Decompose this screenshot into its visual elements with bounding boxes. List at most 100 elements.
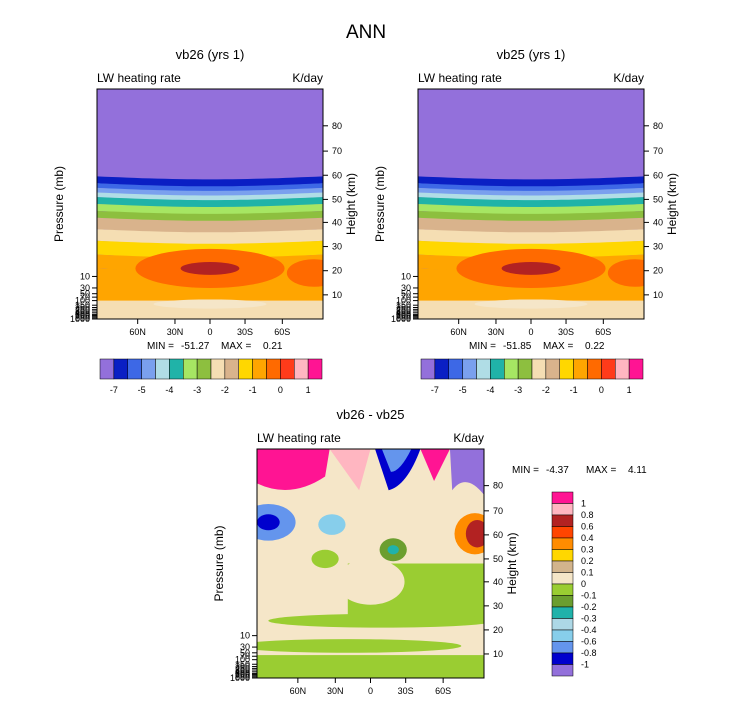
colorbar-swatch: [294, 358, 309, 380]
colorbar-label: -4: [165, 385, 173, 395]
contour-band: [97, 187, 323, 197]
latitude-tick-label: 0: [207, 327, 212, 337]
colorbar-swatch: [551, 514, 574, 527]
colorbar-swatch: [551, 503, 574, 516]
colorbar-label: 1: [306, 385, 311, 395]
latitude-tick-label: 60N: [129, 327, 146, 337]
y-axis-title: Pressure (mb): [212, 525, 226, 601]
colorbar-swatch: [551, 606, 574, 619]
pressure-tick-label: 200: [396, 303, 411, 313]
colorbar-swatch: [551, 526, 574, 539]
colorbar-label: 0.1: [581, 568, 594, 578]
contour-blob: [449, 449, 484, 495]
max-value: 0.22: [585, 341, 605, 352]
colorbar-label: -1: [581, 660, 589, 670]
contour-band: [97, 300, 323, 319]
latitude-tick-label: 30S: [398, 686, 414, 696]
colorbar-swatch: [462, 358, 477, 380]
pressure-tick-label: 400: [75, 308, 90, 318]
colorbar-label: -0.4: [581, 625, 597, 635]
y-axis-title: Pressure (mb): [52, 166, 66, 242]
contour-band: [97, 229, 323, 245]
latitude-tick-label: 60N: [290, 686, 307, 696]
colorbar-label: 0.3: [581, 545, 594, 555]
height-tick-label: 20: [493, 625, 503, 635]
colorbar-swatch: [169, 358, 184, 380]
pressure-tick-label: 70: [80, 292, 90, 302]
pressure-tick-label: 300: [75, 306, 90, 316]
colorbar-label: 0: [581, 579, 586, 589]
colorbar-swatch: [551, 641, 574, 654]
colorbar-label: -0.8: [581, 648, 597, 658]
contour-band: [257, 655, 484, 678]
contour-band: [418, 192, 644, 202]
height-tick-label: 80: [653, 121, 663, 131]
latitude-tick-label: 30S: [237, 327, 253, 337]
contour-blob: [257, 514, 280, 531]
colorbar-swatch: [224, 358, 239, 380]
height-tick-label: 30: [493, 601, 503, 611]
colorbar-swatch: [141, 358, 156, 380]
colorbar-label: -2: [542, 385, 550, 395]
pressure-tick-label: 250: [235, 663, 250, 673]
height-tick-label: 30: [332, 242, 342, 252]
pressure-tick-label: 300: [235, 665, 250, 675]
contour-blob: [268, 613, 484, 628]
contour-band: [418, 187, 644, 197]
height-tick-label: 70: [493, 506, 503, 516]
colorbar-swatch: [551, 629, 574, 642]
suptitle: ANN: [346, 22, 386, 43]
contour-band: [418, 204, 644, 215]
latitude-tick-label: 30S: [558, 327, 574, 337]
pressure-tick-label: 400: [396, 308, 411, 318]
colorbar-swatch: [280, 358, 295, 380]
height-tick-label: 70: [332, 146, 342, 156]
pressure-tick-label: 200: [75, 303, 90, 313]
colorbar-label: -5: [459, 385, 467, 395]
contour-blob: [311, 549, 339, 569]
pressure-tick-label: 1000: [70, 314, 90, 324]
colorbar-label: -0.1: [581, 591, 597, 601]
latitude-tick-label: 0: [368, 686, 373, 696]
contour-blob: [180, 261, 240, 275]
colorbar-swatch: [628, 358, 644, 380]
contour-blob: [257, 449, 330, 490]
colorbar-swatch: [420, 358, 436, 380]
pressure-tick-label: 100: [235, 655, 250, 665]
contour-blob: [329, 449, 371, 491]
colorbar-swatch: [504, 358, 519, 380]
pressure-tick-label: 50: [401, 289, 411, 299]
contour-blob: [501, 261, 561, 275]
pressure-tick-label: 200: [235, 662, 250, 672]
colorbar-label: -4: [486, 385, 494, 395]
colorbar-swatch: [127, 358, 142, 380]
min-value: -51.27: [181, 341, 210, 352]
y-axis-title: Pressure (mb): [373, 166, 387, 242]
height-tick-label: 60: [493, 530, 503, 540]
colorbar-label: -0.6: [581, 637, 597, 647]
colorbar-swatch: [559, 358, 574, 380]
colorbar-swatch: [476, 358, 491, 380]
colorbar-swatch: [551, 583, 574, 596]
colorbar-label: -1: [249, 385, 257, 395]
min-label: MIN =: [469, 341, 496, 352]
panel-title: vb25 (yrs 1): [497, 47, 566, 62]
colorbar-label: -3: [193, 385, 201, 395]
contour-band: [97, 197, 323, 208]
colorbar-swatch: [252, 358, 267, 380]
colorbar-swatch: [434, 358, 449, 380]
colorbar-label: 0: [599, 385, 604, 395]
contour-blob: [381, 449, 412, 472]
colorbar-label: -3: [514, 385, 522, 395]
colorbar-label: -0.3: [581, 614, 597, 624]
panel-title: vb26 (yrs 1): [176, 47, 245, 62]
right-label: K/day: [613, 71, 644, 85]
contour-blob: [474, 299, 588, 309]
max-value: 4.11: [628, 465, 647, 476]
contour-band: [97, 183, 323, 192]
left-label: LW heating rate: [257, 431, 341, 445]
pressure-tick-label: 850: [396, 313, 411, 323]
y-axis-right-title: Height (km): [505, 532, 519, 594]
pressure-tick-label: 850: [75, 313, 90, 323]
